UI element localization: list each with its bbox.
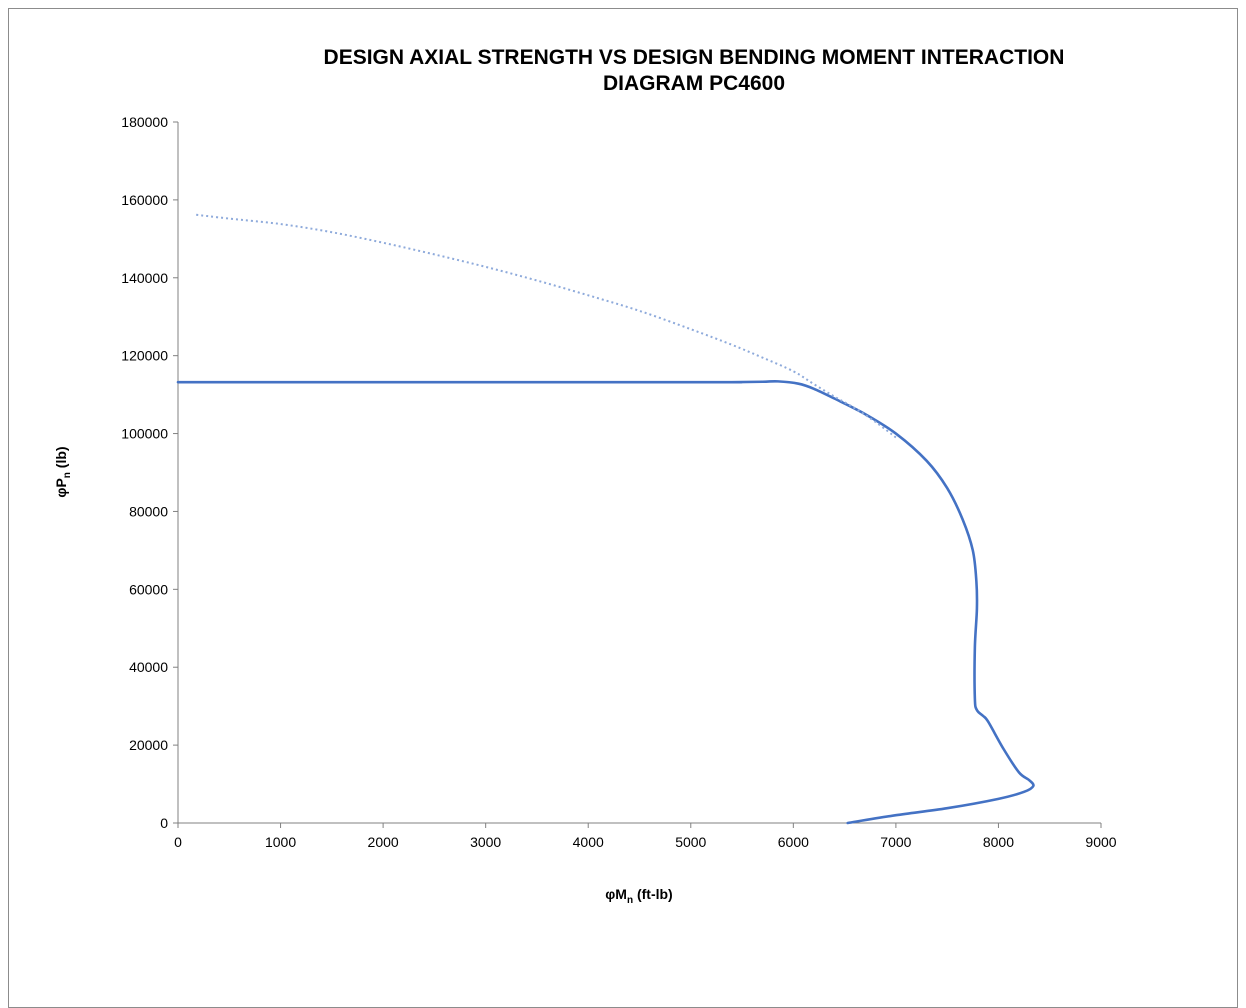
- chart-frame: [8, 8, 1238, 1008]
- y-tick-label: 0: [160, 815, 168, 831]
- y-axis-label-subscript: n: [62, 472, 73, 478]
- x-tick-label: 5000: [675, 834, 706, 850]
- y-tick-label: 160000: [121, 192, 168, 208]
- x-tick-label: 7000: [880, 834, 911, 850]
- y-tick-label: 80000: [129, 503, 168, 519]
- x-tick-label: 2000: [368, 834, 399, 850]
- x-axis-label-prefix: φM: [605, 886, 627, 902]
- y-axis-ticks: 0 20000 40000 60000 80000 100000 120000 140000 1…: [121, 114, 178, 831]
- x-axis-ticks: 0 1000 2000 3000 4000 5000 6000 7000 8000 9000: [174, 823, 1117, 850]
- y-tick-label: 120000: [121, 348, 168, 364]
- y-tick-label: 140000: [121, 270, 168, 286]
- y-axis-label: φPn (lb): [53, 446, 73, 497]
- x-tick-label: 8000: [983, 834, 1014, 850]
- x-axis-label-subscript: n: [627, 895, 633, 906]
- chart-title-line-1: DESIGN AXIAL STRENGTH VS DESIGN BENDING …: [324, 46, 1065, 69]
- dotted-series-line: [195, 213, 897, 439]
- series-layer: [176, 213, 1035, 825]
- x-tick-label: 9000: [1085, 834, 1116, 850]
- x-tick-label: 0: [174, 834, 182, 850]
- x-tick-label: 4000: [573, 834, 604, 850]
- solid-series-line: [176, 379, 1035, 825]
- x-tick-label: 6000: [778, 834, 809, 850]
- x-tick-label: 1000: [265, 834, 296, 850]
- x-tick-label: 3000: [470, 834, 501, 850]
- x-axis-label-suffix: (ft-lb): [633, 886, 673, 902]
- chart-title-line-2: DIAGRAM PC4600: [603, 72, 785, 95]
- y-axis-label-suffix: (lb): [53, 446, 69, 472]
- y-axis-label-prefix: φP: [53, 478, 69, 497]
- y-tick-label: 180000: [121, 114, 168, 130]
- x-axis-label: φMn (ft-lb): [605, 886, 672, 906]
- y-tick-label: 100000: [121, 426, 168, 442]
- y-tick-label: 20000: [129, 737, 168, 753]
- y-tick-label: 40000: [129, 659, 168, 675]
- y-tick-label: 60000: [129, 581, 168, 597]
